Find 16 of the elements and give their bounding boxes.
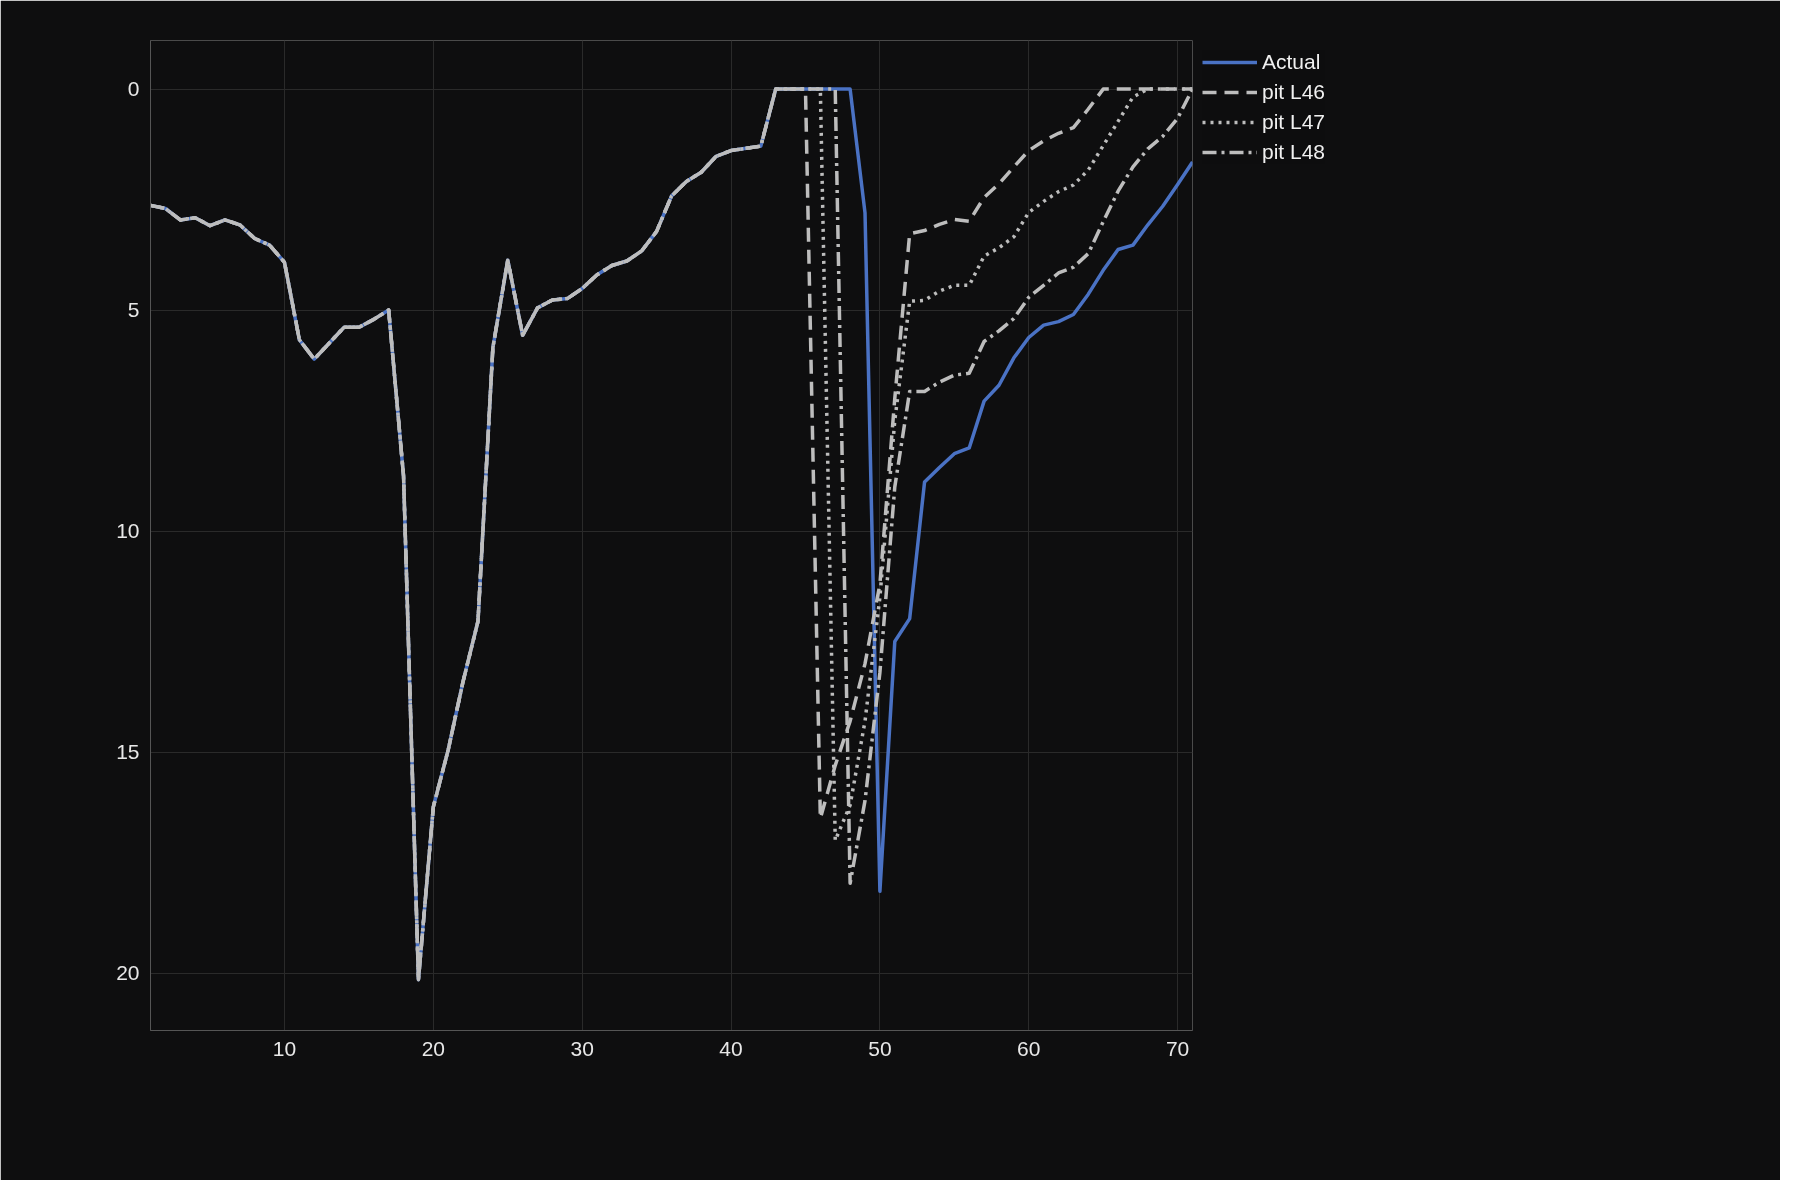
x-tick-label: 60 — [1017, 1036, 1041, 1060]
x-tick-label: 30 — [570, 1036, 594, 1060]
y-tick-label: 0 — [127, 77, 140, 101]
legend-label: pit L46 — [1262, 80, 1326, 104]
x-tick-label: 10 — [272, 1036, 297, 1060]
legend-label: pit L48 — [1262, 140, 1326, 164]
legend-label: pit L47 — [1262, 110, 1326, 134]
legend-label: Actual — [1262, 50, 1321, 74]
y-tick-label: 5 — [127, 298, 140, 322]
x-tick-label: 20 — [421, 1036, 446, 1060]
y-tick-label: 20 — [116, 961, 140, 985]
x-tick-label: 50 — [868, 1036, 892, 1060]
y-tick-label: 15 — [116, 740, 140, 764]
y-tick-label: 10 — [116, 519, 140, 543]
x-tick-label: 40 — [719, 1036, 743, 1060]
x-tick-label: 70 — [1165, 1036, 1190, 1060]
